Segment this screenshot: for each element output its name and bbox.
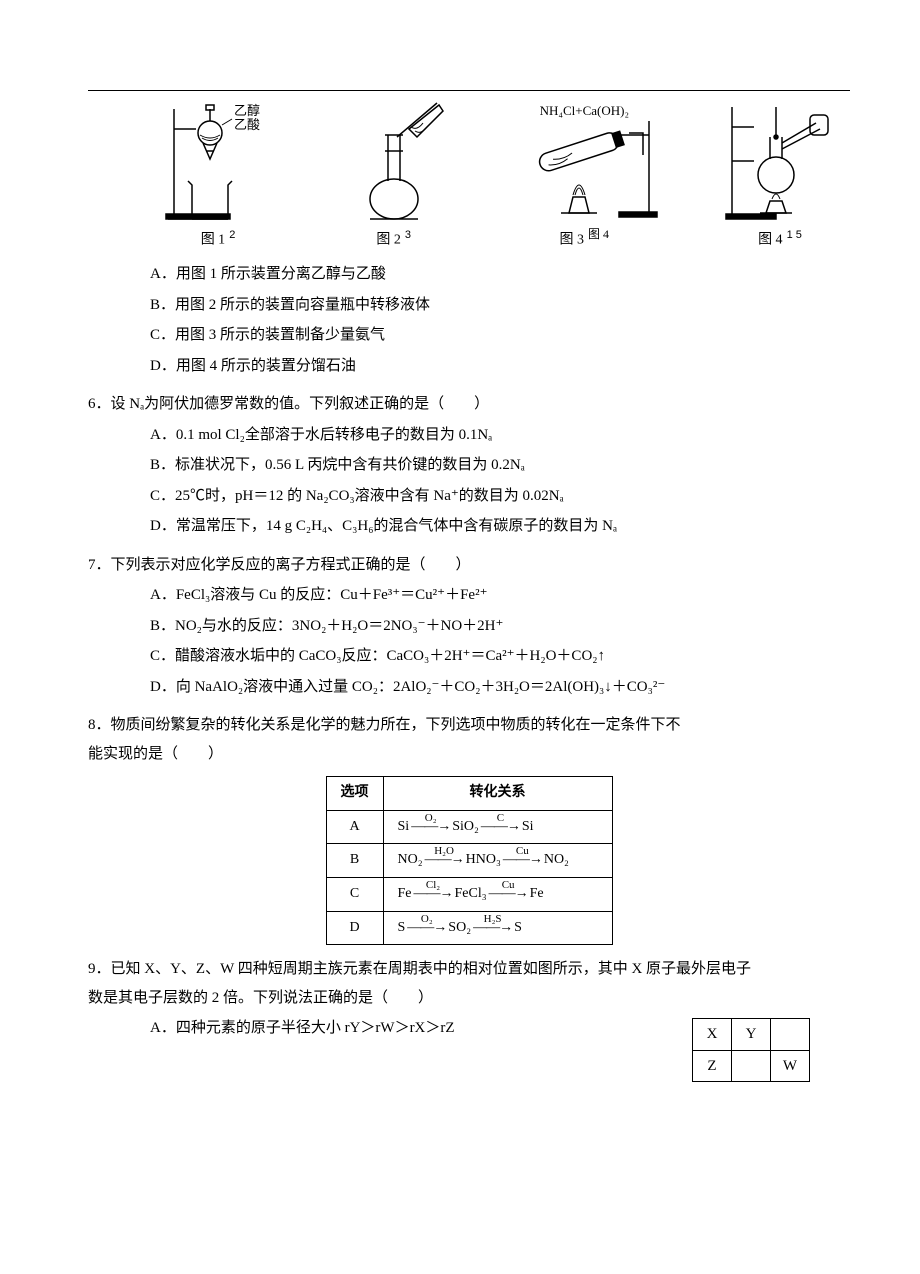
fig4-caption-sup: 1 5 (787, 229, 802, 241)
apparatus-3-svg (509, 115, 659, 219)
q5-opt-a: A．用图 1 所示装置分离乙醇与乙酸 (150, 260, 850, 289)
q9-cell-x: X (693, 1019, 732, 1051)
q9: 9．已知 X、Y、Z、W 四种短周期主族元素在周期表中的相对位置如图所示，其中 … (88, 955, 850, 1082)
q6-opt-d: D．常温常压下，14 g C₂H₄、C₃H₆的混合气体中含有碳原子的数目为 Nₐ (150, 512, 850, 541)
q8-row-seq: NO₂H₂O——→HNO₃Cu——→NO₂ (383, 844, 612, 878)
apparatus-4-svg (720, 101, 840, 221)
q7-opt-a: A．FeCl₃溶液与 Cu 的反应：Cu＋Fe³⁺＝Cu²⁺＋Fe²⁺ (150, 581, 850, 610)
q9-cell-y: Y (732, 1019, 771, 1051)
q8-th-1: 选项 (326, 777, 383, 811)
q9-cell-22 (732, 1050, 771, 1082)
q6-opt-b: B．标准状况下，0.56 L 丙烷中含有共价键的数目为 0.2Nₐ (150, 451, 850, 480)
q5-opt-c: C．用图 3 所示的装置制备少量氨气 (150, 321, 850, 350)
q6-stem: 6．设 Nₐ为阿伏加德罗常数的值。下列叙述正确的是（ ） (88, 390, 850, 419)
fig4-caption: 图 4 (758, 233, 783, 248)
table-row: BNO₂H₂O——→HNO₃Cu——→NO₂ (326, 844, 612, 878)
q7: 7．下列表示对应化学反应的离子方程式正确的是（ ） A．FeCl₃溶液与 Cu … (88, 551, 850, 702)
q7-stem: 7．下列表示对应化学反应的离子方程式正确的是（ ） (88, 551, 850, 580)
q8-row-seq: SiO₂——→SiO₂C——→Si (383, 810, 612, 844)
table-row: CFeCl₂——→FeCl₃Cu——→Fe (326, 878, 612, 912)
q5-options: A．用图 1 所示装置分离乙醇与乙酸 B．用图 2 所示的装置向容量瓶中转移液体… (150, 260, 850, 380)
fig3-caption-sup: 图 4 (588, 227, 609, 241)
q9-stem-1: 9．已知 X、Y、Z、W 四种短周期主族元素在周期表中的相对位置如图所示，其中 … (88, 955, 850, 984)
fig3-top-label: NH₄Cl+Ca(OH)₂ (540, 99, 629, 115)
figure-3: NH₄Cl+Ca(OH)₂ (509, 99, 659, 254)
figure-2: 图 2 3 (339, 101, 449, 254)
fig1-label-2: 乙酸 (234, 117, 260, 132)
fig3-caption: 图 3 (560, 233, 585, 248)
q7-opt-d: D．向 NaAlO₂溶液中通入过量 CO₂：2AlO₂⁻＋CO₂＋3H₂O＝2A… (150, 673, 850, 702)
apparatus-2-svg (339, 101, 449, 221)
fig2-caption-sup: 3 (405, 229, 411, 241)
q5-opt-d: D．用图 4 所示的装置分馏石油 (150, 352, 850, 381)
q7-opt-c: C．醋酸溶液水垢中的 CaCO₃反应：CaCO₃＋2H⁺＝Ca²⁺＋H₂O＋CO… (150, 642, 850, 671)
q7-opt-b: B．NO₂与水的反应：3NO₂＋H₂O＝2NO₃⁻＋NO＋2H⁺ (150, 612, 850, 641)
q9-cell-z: Z (693, 1050, 732, 1082)
q8-row-opt: D (326, 911, 383, 945)
q9-cell-w: W (771, 1050, 810, 1082)
q5-opt-b: B．用图 2 所示的装置向容量瓶中转移液体 (150, 291, 850, 320)
q8-row-opt: A (326, 810, 383, 844)
q8-row-seq: FeCl₂——→FeCl₃Cu——→Fe (383, 878, 612, 912)
q8-stem-2: 能实现的是（ ） (88, 740, 850, 769)
q8-stem-1: 8．物质间纷繁复杂的转化关系是化学的魅力所在，下列选项中物质的转化在一定条件下不 (88, 711, 850, 740)
fig1-caption-sup: 2 (229, 229, 235, 241)
table-row: DSO₂——→SO₂H₂S——→S (326, 911, 612, 945)
q9-cell-13 (771, 1019, 810, 1051)
top-rule (88, 90, 850, 91)
fig2-caption: 图 2 (376, 233, 401, 248)
q9-grid: X Y Z W (692, 1018, 810, 1082)
fig1-caption: 图 1 (201, 233, 226, 248)
q6-opt-a: A．0.1 mol Cl₂全部溶于水后转移电子的数目为 0.1Nₐ (150, 421, 850, 450)
q9-stem-2: 数是其电子层数的 2 倍。下列说法正确的是（ ） (88, 984, 850, 1013)
figure-1: 乙醇 乙酸 图 12 (158, 101, 278, 254)
q8-th-2: 转化关系 (383, 777, 612, 811)
apparatus-1-svg: 乙醇 乙酸 (158, 101, 278, 221)
q8-table: 选项 转化关系 ASiO₂——→SiO₂C——→SiBNO₂H₂O——→HNO₃… (326, 776, 613, 945)
q6: 6．设 Nₐ为阿伏加德罗常数的值。下列叙述正确的是（ ） A．0.1 mol C… (88, 390, 850, 541)
fig1-label-1: 乙醇 (234, 103, 260, 118)
figure-4: 图 4 1 5 (720, 101, 840, 254)
q8-row-opt: B (326, 844, 383, 878)
q8-row-seq: SO₂——→SO₂H₂S——→S (383, 911, 612, 945)
q8-row-opt: C (326, 878, 383, 912)
q8: 8．物质间纷繁复杂的转化关系是化学的魅力所在，下列选项中物质的转化在一定条件下不… (88, 711, 850, 945)
q6-opt-c: C．25℃时，pH＝12 的 Na₂CO₃溶液中含有 Na⁺的数目为 0.02N… (150, 482, 850, 511)
table-row: ASiO₂——→SiO₂C——→Si (326, 810, 612, 844)
figures-row: 乙醇 乙酸 图 12 (88, 99, 850, 254)
